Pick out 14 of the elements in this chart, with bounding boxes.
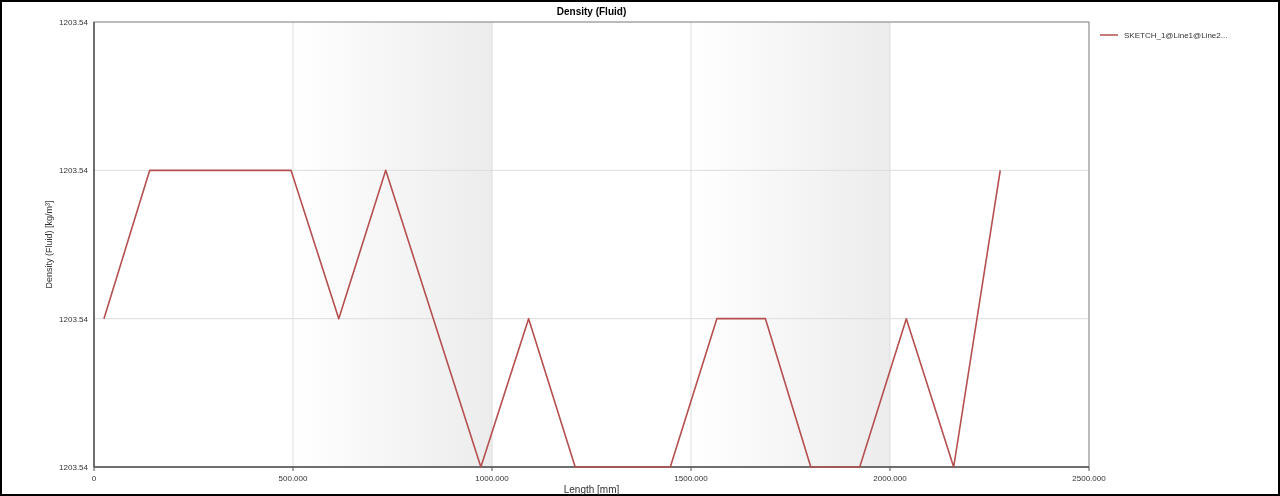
x-tick-label: 1500.000 [674, 474, 709, 483]
text: 1203.54 [59, 314, 89, 324]
x-axis-title: Length [mm] [563, 484, 620, 495]
x-tick-label: 2000.000 [873, 474, 908, 483]
legend-label: SKETCH_1@Line1@Line2... [1124, 31, 1228, 40]
text: 1203.54 [59, 166, 89, 176]
text: 1203.54 [59, 463, 89, 472]
x-tick-label: 0 [91, 474, 97, 483]
x-tick-label: 1000.000 [475, 474, 510, 483]
x-tick-label: 2500.000 [1072, 474, 1107, 483]
chart-title: Density (Fluid) [556, 6, 627, 17]
y-axis-title: Density (Fluid) [kg/m³] [44, 200, 54, 289]
x-tick-label: 500.000 [278, 474, 309, 483]
text: 1203.54 [59, 18, 89, 27]
